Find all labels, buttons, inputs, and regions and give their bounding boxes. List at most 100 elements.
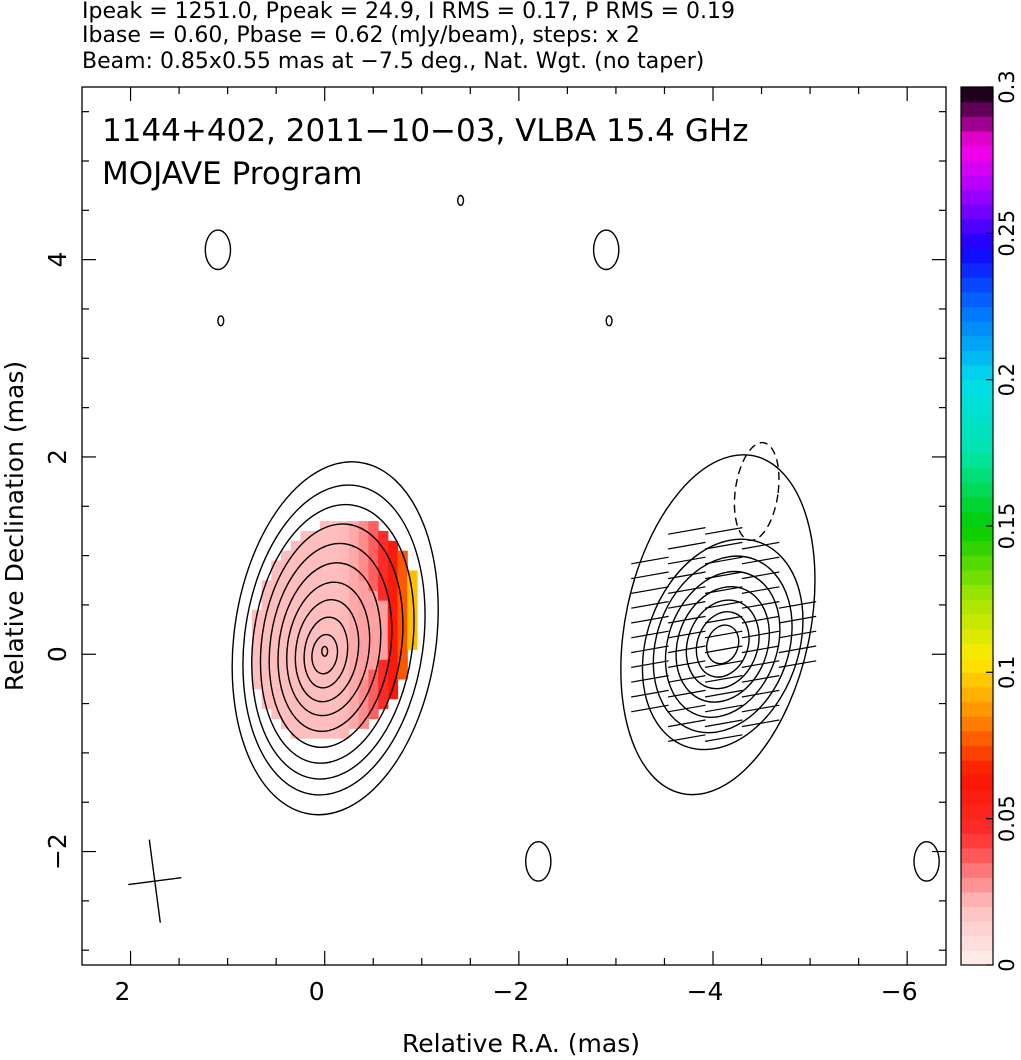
stokes-i-contour <box>311 633 339 675</box>
evpa-vector <box>631 615 669 624</box>
polarization-pixel <box>271 688 282 700</box>
polarization-pixel <box>329 521 340 532</box>
polarization-pixel <box>358 629 369 641</box>
polarization-pixel <box>378 649 389 660</box>
polarization-pixel <box>378 619 389 631</box>
colorbar-segment <box>961 379 993 395</box>
polarization-pixel <box>319 619 331 631</box>
polarization-pixel <box>339 540 350 552</box>
polarization-pixel <box>329 600 340 611</box>
evpa-vector <box>741 719 780 728</box>
polarization-pixel <box>319 708 331 719</box>
polarization-pixel <box>387 580 399 591</box>
polarization-pixel <box>378 550 389 562</box>
evpa-vector <box>704 527 743 535</box>
polarization-pixel <box>329 590 340 601</box>
polarization-pixel <box>261 659 272 670</box>
evpa-vector <box>631 704 669 713</box>
colorbar-segment <box>961 745 993 761</box>
evpa-vector <box>667 704 706 713</box>
polarization-pixel <box>300 708 311 719</box>
polarization-pixel <box>290 540 301 552</box>
polarization-pixel <box>358 609 369 621</box>
polarization-pixel <box>281 678 292 690</box>
polarization-pixel <box>368 649 379 660</box>
colorbar-segment <box>961 189 993 205</box>
colorbar-segment <box>961 657 993 673</box>
polarization-pixel <box>310 629 321 641</box>
polarized-intensity-contour <box>620 454 816 796</box>
evpa-vector <box>704 704 743 713</box>
polarization-pixel <box>368 540 379 552</box>
colorbar-segment <box>961 818 993 834</box>
polarization-pixel <box>300 550 311 562</box>
evpa-vector <box>631 660 669 668</box>
colorbar-segment <box>961 701 993 717</box>
polarization-pixel <box>290 619 301 631</box>
colorbar-segment <box>961 760 993 776</box>
evpa-vector <box>741 541 780 550</box>
colorbar-segment <box>961 306 993 322</box>
colorbar-segment <box>961 482 993 498</box>
polarization-pixel <box>358 688 369 700</box>
stokes-i-contour <box>303 616 349 689</box>
map-subtitle: MOJAVE Program <box>102 156 362 192</box>
polarization-pixel <box>358 521 369 532</box>
polarization-pixel <box>397 649 408 660</box>
polarization-pixel <box>339 669 350 680</box>
evpa-vector <box>667 645 706 654</box>
polarization-pixel <box>290 629 301 641</box>
colorbar-segment <box>961 540 993 556</box>
evpa-vector <box>741 571 780 580</box>
polarization-pixel <box>281 600 292 611</box>
evpa-vector <box>741 645 780 654</box>
polarization-pixel <box>349 600 360 611</box>
colorbar-segment <box>961 687 993 703</box>
polarization-pixel <box>319 728 331 739</box>
evpa-vector <box>741 660 780 668</box>
map-title: 1144+402, 2011−10−03, VLBA 15.4 GHz <box>102 113 748 149</box>
colorbar-segment <box>961 730 993 747</box>
colorbar-segment <box>961 233 993 249</box>
polarization-pixel <box>349 629 360 641</box>
noise-contour <box>321 645 329 657</box>
colorbar-segment <box>961 891 993 907</box>
y-axis-label: Relative Declination (mas) <box>0 361 29 691</box>
polarization-pixel <box>310 570 321 581</box>
polarization-pixel <box>300 609 311 621</box>
evpa-vector <box>741 556 780 565</box>
polarization-pixel <box>358 649 369 660</box>
polarization-pixel <box>300 698 311 710</box>
polarization-pixel <box>387 678 399 690</box>
polarization-pixel <box>261 678 272 690</box>
stokes-i-contour <box>268 542 393 749</box>
evpa-vector <box>778 601 817 609</box>
polarization-pixel <box>387 649 399 660</box>
polarization-pixel <box>310 540 321 552</box>
colorbar-segment <box>961 116 993 132</box>
polarization-pixel <box>290 600 301 611</box>
colorbar-segment <box>961 467 993 483</box>
polarization-pixel <box>387 570 399 581</box>
colorbar-tick-label: 0.05 <box>995 795 1019 842</box>
polarization-pixel <box>378 639 389 650</box>
colorbar-segment <box>961 496 993 512</box>
stokes-i-contour <box>286 581 371 717</box>
colorbar-segment <box>961 584 993 600</box>
polarization-pixel <box>368 609 379 621</box>
polarization-pixel <box>358 600 369 611</box>
polarization-pixel <box>378 570 389 581</box>
evpa-vector <box>704 689 743 698</box>
evpa-vector <box>631 689 669 698</box>
evpa-vector <box>704 541 743 550</box>
polarization-pixel <box>319 609 331 621</box>
polarization-pixel <box>300 540 311 552</box>
polarized-intensity-contour <box>695 611 750 678</box>
evpa-vector <box>631 571 669 580</box>
colorbar-segment <box>961 174 993 190</box>
polarization-pixel <box>310 688 321 700</box>
colorbar-segment <box>961 423 993 439</box>
polarization-pixel <box>339 580 350 591</box>
polarization-pixel <box>407 580 418 591</box>
colorbar-segment <box>961 672 993 688</box>
